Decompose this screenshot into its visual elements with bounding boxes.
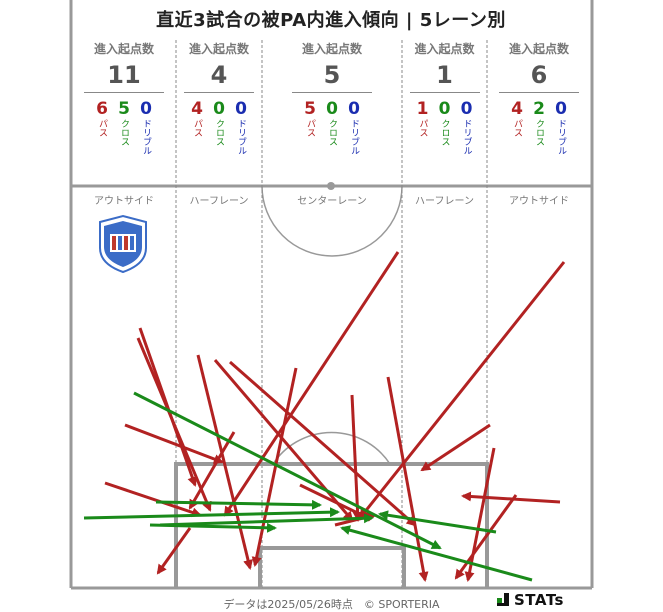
lane-breakdown: 5 パス 0 クロス 0 ドリブル	[262, 99, 402, 155]
dribble-count: 0	[348, 99, 360, 119]
pass-count: 1	[416, 99, 429, 119]
club-crest-icon	[99, 214, 147, 274]
pass-count: 4	[191, 99, 203, 119]
center-spot	[327, 182, 335, 190]
pass-arrow	[104, 481, 202, 518]
lane-name: ハーフレーン	[415, 196, 474, 207]
dribble-label: ドリブル	[349, 119, 359, 155]
pass-arrow	[454, 494, 518, 580]
pass-label: パス	[97, 119, 107, 137]
pass-arrow	[213, 359, 354, 522]
cross-count: 0	[326, 99, 338, 119]
brand-text: STATs	[514, 591, 564, 609]
lane-total: 4	[184, 61, 254, 93]
pass-arrow	[350, 394, 363, 522]
cross-count: 0	[213, 99, 225, 119]
page-title: 直近3試合の被PA内進入傾向 | 5レーン別	[156, 10, 506, 31]
brand-logo: STATs	[497, 591, 564, 609]
lane-total: 11	[84, 61, 164, 93]
goal-area	[258, 546, 406, 588]
lane-name: アウトサイド	[509, 196, 569, 207]
lane-breakdown: 4 パス 0 クロス 0 ドリブル	[176, 99, 262, 155]
pass-label: パス	[192, 119, 202, 137]
cross-arrow	[155, 499, 322, 510]
pass-arrow	[299, 483, 370, 520]
arrows	[83, 251, 566, 582]
dribble-label: ドリブル	[236, 119, 246, 155]
lane-header: 進入起点数	[188, 42, 249, 56]
pass-arrow	[196, 354, 253, 570]
cross-label: クロス	[534, 119, 544, 146]
penalty-arc	[272, 431, 391, 465]
dribble-count: 0	[235, 99, 247, 119]
pass-arrow	[358, 261, 566, 520]
pass-arrow	[136, 337, 212, 512]
dribble-count: 0	[555, 99, 567, 119]
dribble-count: 0	[140, 99, 152, 119]
pass-arrow	[188, 431, 236, 510]
footer-date: データは2025/05/26時点 © SPORTERIA	[223, 598, 440, 611]
pass-arrow	[124, 423, 224, 464]
lane-name: アウトサイド	[94, 196, 154, 207]
cross-count: 5	[118, 99, 130, 119]
lane-panel-5: 進入起点数 6 4 パス 2 クロス 0 ドリブル	[493, 40, 585, 155]
pass-count: 4	[511, 99, 523, 119]
pass-arrow	[156, 527, 192, 575]
lane-header: 進入起点数	[508, 42, 569, 56]
lane-total: 6	[499, 61, 579, 93]
cross-label: クロス	[439, 119, 450, 146]
dribble-label: ドリブル	[141, 119, 151, 155]
cross-arrow	[83, 507, 340, 520]
lane-header: 進入起点数	[93, 42, 154, 56]
lane-panel-1: 進入起点数 11 6 パス 5 クロス 0 ドリブル	[78, 40, 170, 155]
pass-arrow	[251, 367, 298, 567]
lane-total: 1	[409, 61, 480, 93]
pass-arrow	[223, 251, 400, 517]
pass-label: パス	[512, 119, 522, 137]
center-circle	[261, 185, 403, 257]
lane-breakdown: 6 パス 5 クロス 0 ドリブル	[78, 99, 170, 155]
pass-arrow	[386, 376, 429, 582]
lane-total: 5	[292, 61, 372, 93]
lane-name: ハーフレーン	[189, 196, 249, 207]
dribble-label: ドリブル	[461, 119, 472, 155]
pass-label: パス	[305, 119, 315, 137]
cross-arrow	[378, 510, 497, 534]
lane-panel-2: 進入起点数 4 4 パス 0 クロス 0 ドリブル	[176, 40, 262, 155]
cross-count: 0	[438, 99, 451, 119]
lane-name: センターレーン	[297, 196, 367, 207]
cross-arrow	[340, 525, 533, 582]
lane-panel-4: 進入起点数 1 1 パス 0 クロス 0 ドリブル	[402, 40, 487, 155]
lane-header: 進入起点数	[414, 42, 475, 56]
lane-panel-3: 進入起点数 5 5 パス 0 クロス 0 ドリブル	[262, 40, 402, 155]
pass-count: 6	[96, 99, 108, 119]
lane-header: 進入起点数	[301, 42, 362, 56]
cross-label: クロス	[119, 119, 129, 146]
pass-arrow	[420, 423, 491, 472]
cross-arrow	[133, 391, 442, 550]
pass-arrow	[464, 447, 496, 582]
cross-count: 2	[533, 99, 545, 119]
pass-arrow	[229, 360, 417, 527]
pass-count: 5	[304, 99, 316, 119]
cross-label: クロス	[327, 119, 337, 146]
lane-breakdown: 1 パス 0 クロス 0 ドリブル	[402, 99, 487, 155]
dribble-count: 0	[460, 99, 473, 119]
lane-breakdown: 4 パス 2 クロス 0 ドリブル	[493, 99, 585, 155]
cross-arrow	[159, 513, 374, 527]
dribble-label: ドリブル	[556, 119, 566, 155]
jstats-mark-icon	[497, 592, 510, 606]
pass-label: パス	[417, 119, 428, 137]
cross-label: クロス	[214, 119, 224, 146]
